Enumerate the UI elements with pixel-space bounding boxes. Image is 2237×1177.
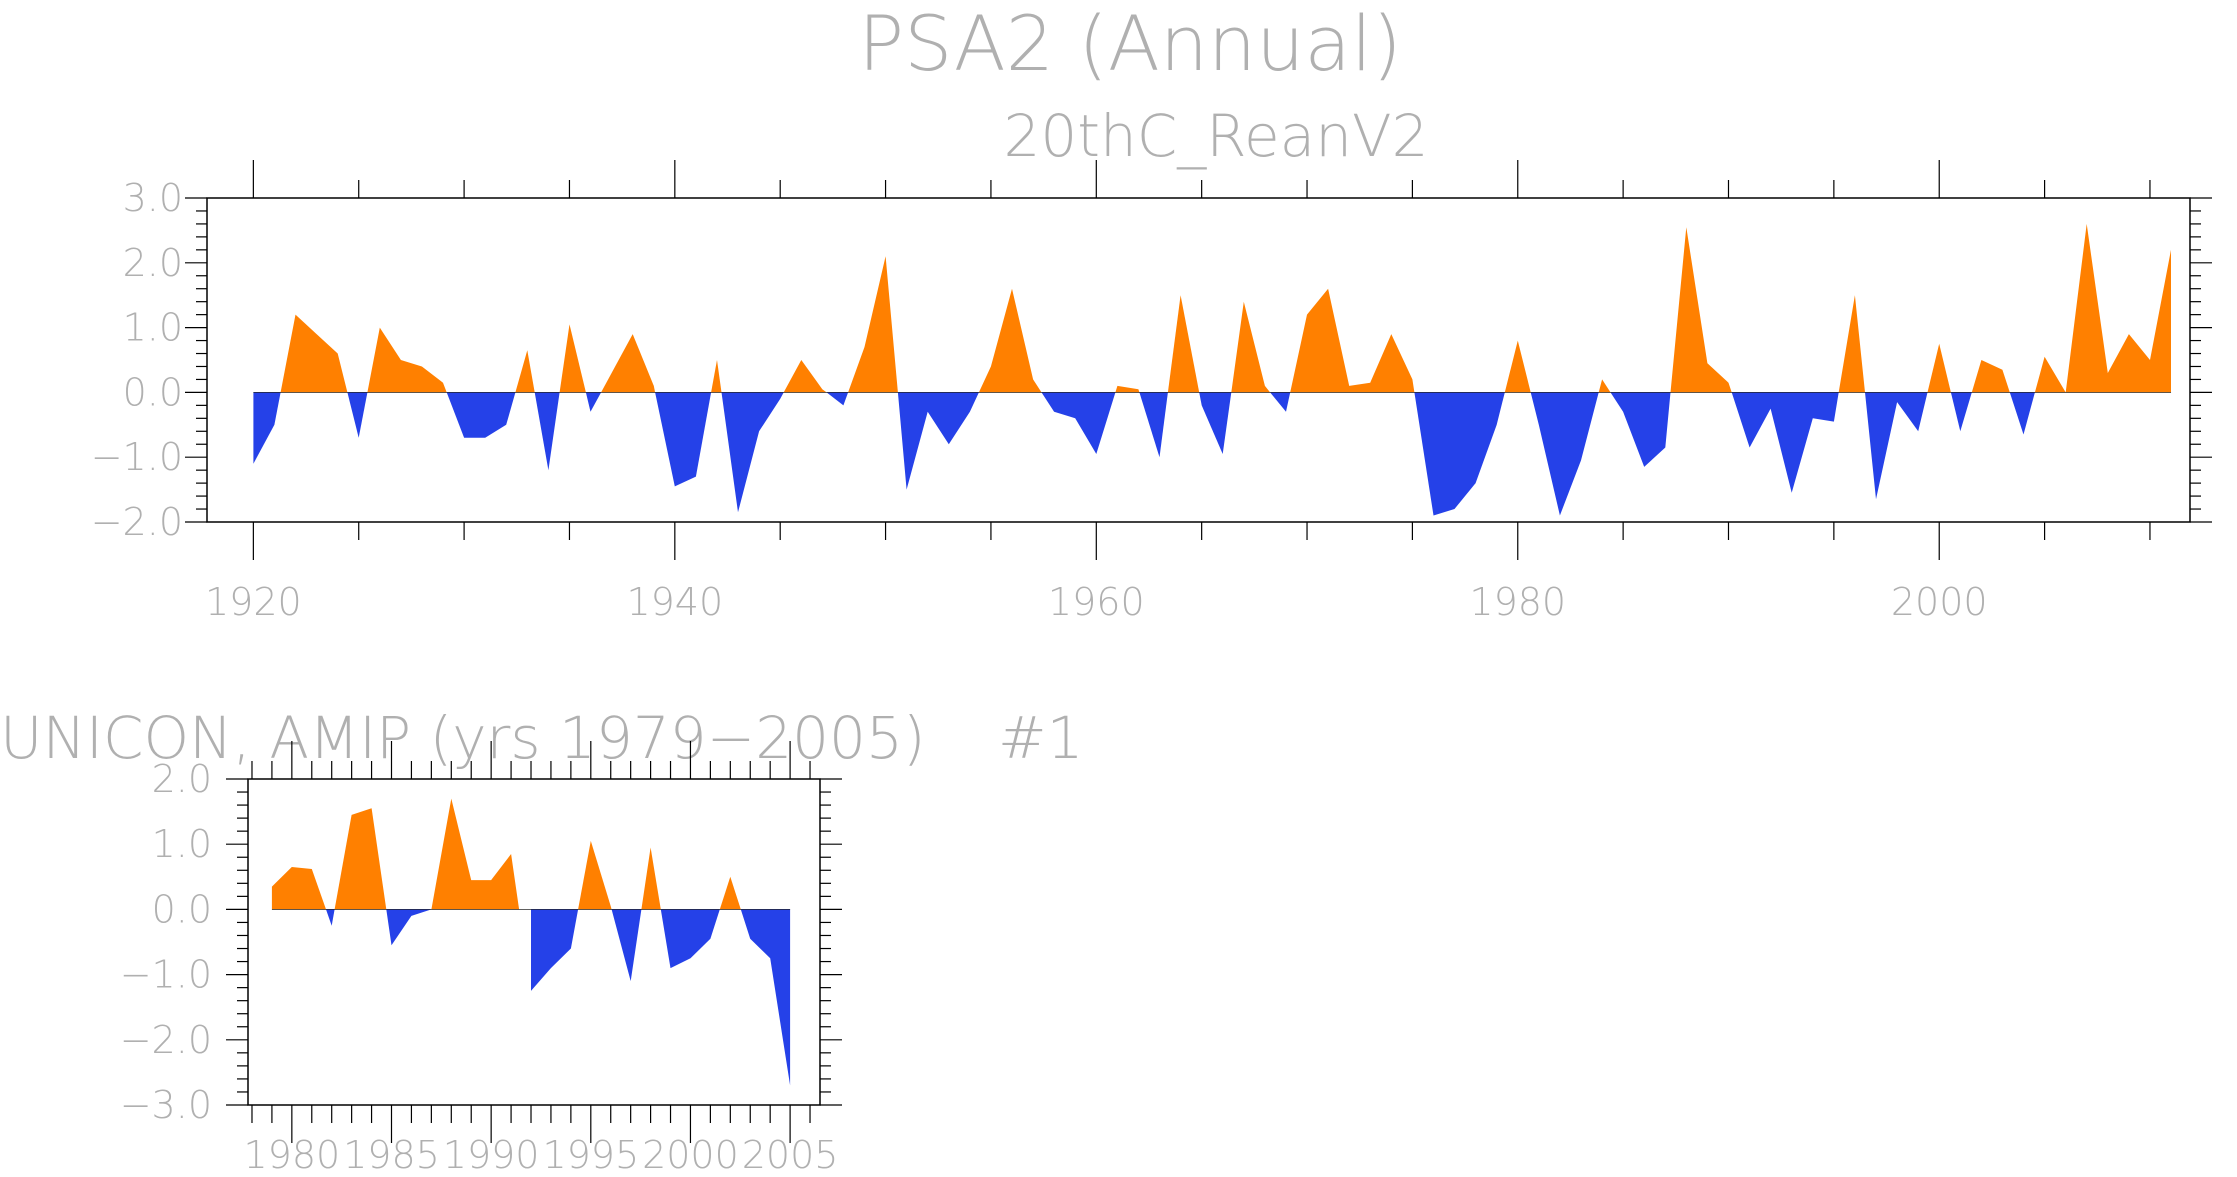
positive-area [1598, 379, 1611, 393]
positive-area [367, 327, 447, 393]
positive-area [1231, 301, 1271, 393]
x-tick-label: 2000 [642, 1133, 739, 1177]
negative-area [1199, 392, 1232, 454]
x-tick-label: 1960 [1048, 580, 1145, 624]
y-tick-label: −1.0 [91, 435, 183, 479]
bottom-chart-title: UNICON, AMIP (yrs 1979−2005) [0, 704, 925, 772]
x-tick-label: 1980 [243, 1133, 340, 1177]
negative-area [1041, 392, 1116, 454]
positive-area [848, 256, 898, 393]
negative-area [585, 392, 602, 412]
positive-area [578, 840, 612, 910]
positive-area [601, 334, 656, 393]
positive-area [515, 350, 535, 393]
bottom-chart-label: #1 [998, 704, 1084, 772]
positive-area [1115, 385, 1140, 393]
positive-area [641, 847, 661, 910]
positive-area [559, 324, 586, 393]
negative-area [1139, 392, 1168, 458]
negative-area [655, 392, 712, 487]
y-tick-label: 0.0 [123, 370, 183, 414]
negative-area [326, 909, 335, 926]
plot-frame [247, 778, 821, 1106]
positive-area [334, 808, 387, 910]
positive-area [1670, 227, 1732, 393]
negative-area [347, 392, 368, 438]
chart-title: PSA2 (Annual) [858, 0, 1401, 88]
negative-area [253, 392, 281, 464]
negative-area [1865, 392, 1928, 500]
y-tick-label: −1.0 [120, 953, 212, 997]
positive-area [1838, 295, 1865, 393]
positive-area [1167, 295, 1200, 393]
positive-area [1927, 343, 1951, 393]
chart-subtitle: 20thC_ReanV2 [1003, 102, 1428, 170]
negative-area [826, 392, 849, 406]
y-tick-label: −3.0 [120, 1083, 212, 1127]
positive-area [1290, 288, 1415, 393]
x-tick-label: 1940 [626, 580, 723, 624]
negative-area [740, 909, 791, 1086]
x-tick-label: 1980 [1469, 580, 1566, 624]
y-tick-label: 3.0 [123, 176, 183, 220]
y-tick-label: 2.0 [152, 757, 212, 801]
negative-area [1610, 392, 1671, 467]
x-tick-label: 1995 [542, 1133, 639, 1177]
negative-area [386, 909, 520, 946]
negative-area [2009, 392, 2035, 435]
negative-area [1731, 392, 1839, 493]
positive-area [2034, 223, 2171, 393]
y-tick-label: 1.0 [152, 822, 212, 866]
x-tick-label: 1920 [205, 580, 302, 624]
positive-area [431, 798, 520, 910]
negative-area [660, 909, 720, 969]
positive-area [978, 288, 1042, 393]
x-tick-label: 2000 [1891, 580, 1988, 624]
negative-area [1950, 392, 1972, 432]
positive-area [783, 360, 827, 393]
top-plot: −2.0 −1.0 0.0 1.0 2.0 3.0 1920 1940 1960 1980 2000 [91, 160, 2212, 624]
positive-area [271, 867, 326, 910]
negative-area [1414, 392, 1505, 516]
y-tick-label: −2.0 [91, 500, 183, 544]
negative-area [1270, 392, 1291, 412]
negative-area [721, 392, 784, 513]
y-tick-label: −2.0 [120, 1018, 212, 1062]
negative-area [897, 392, 979, 490]
x-tick-label: 1985 [343, 1133, 440, 1177]
x-tick-label: 2005 [742, 1133, 839, 1177]
x-tick-label: 1990 [443, 1133, 540, 1177]
negative-area [611, 909, 642, 982]
negative-area [1530, 392, 1599, 516]
positive-area [1971, 360, 2010, 393]
positive-area [711, 360, 722, 393]
negative-area [446, 392, 516, 438]
y-tick-label: 1.0 [123, 306, 183, 350]
plot-frame [206, 197, 2191, 523]
negative-area [534, 392, 560, 471]
positive-area [719, 876, 741, 910]
positive-area [280, 314, 348, 393]
y-tick-label: 0.0 [152, 887, 212, 931]
negative-area [531, 909, 579, 991]
y-tick-label: 2.0 [123, 241, 183, 285]
positive-area [1504, 340, 1531, 393]
